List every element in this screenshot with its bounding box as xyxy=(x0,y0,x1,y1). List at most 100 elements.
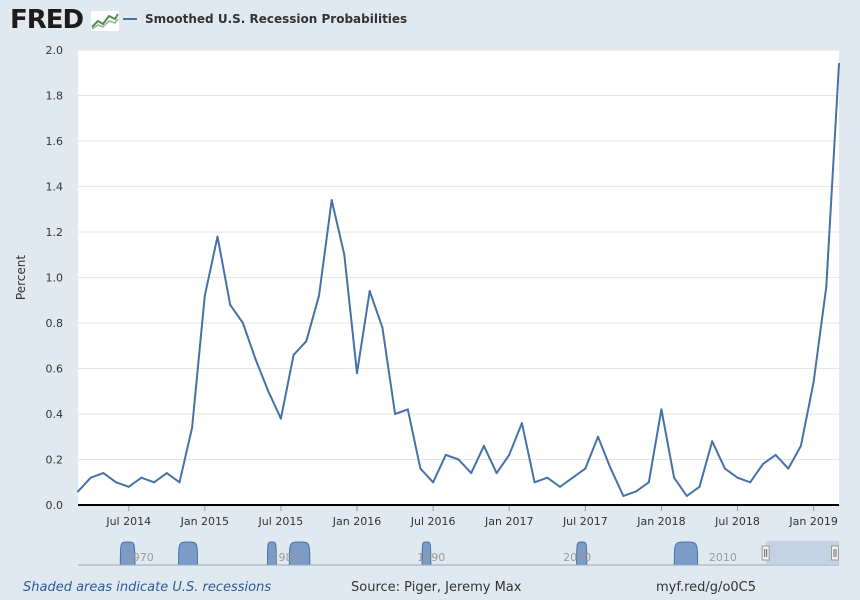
y-tick-label: 1.2 xyxy=(46,226,64,239)
drag-handle-icon[interactable] xyxy=(761,545,770,561)
data-point xyxy=(508,453,511,456)
data-point xyxy=(318,294,320,297)
y-tick-label: 2.0 xyxy=(46,44,64,57)
data-point xyxy=(533,481,536,484)
data-point xyxy=(292,353,295,356)
navigator-recession-area xyxy=(119,541,136,566)
y-tick-label: 1.0 xyxy=(46,272,64,285)
data-point xyxy=(115,481,118,484)
short-link[interactable]: myf.red/g/o0C5 xyxy=(656,580,757,595)
data-point xyxy=(267,390,270,393)
navigator-year-label: 2000 xyxy=(563,551,591,564)
chart-footer: Shaded areas indicate U.S. recessions So… xyxy=(0,580,860,598)
data-point xyxy=(787,467,790,470)
data-point xyxy=(635,490,638,493)
main-chart[interactable]: 0.0 0.2 0.4 0.6 0.8 1.0 1.2 1.4 1.6 1.8 2.0 Jul 20… xyxy=(0,0,860,540)
x-tick-label: Jan 2015 xyxy=(180,515,229,528)
data-point xyxy=(191,426,194,429)
navigator-recession-area xyxy=(266,541,277,566)
logo-text: FRED xyxy=(10,5,84,35)
data-point xyxy=(343,253,346,256)
data-point xyxy=(241,322,244,324)
data-point xyxy=(216,235,219,238)
x-tick-label: Jul 2014 xyxy=(105,515,151,528)
y-tick-label: 1.4 xyxy=(46,181,64,194)
y-tick-label: 0.8 xyxy=(46,317,64,330)
navigator-year-label: 1980 xyxy=(272,551,300,564)
legend-swatch xyxy=(123,18,137,20)
data-point xyxy=(711,440,714,443)
source-text: Source: Piger, Jeremy Max xyxy=(351,580,522,595)
navigator-year-label: 2010 xyxy=(709,551,737,564)
data-point xyxy=(546,476,549,479)
data-point xyxy=(406,408,409,411)
data-point xyxy=(520,422,523,425)
y-tick-label: 1.8 xyxy=(46,90,64,103)
data-point xyxy=(812,381,815,384)
data-point xyxy=(825,285,828,288)
data-point xyxy=(165,472,168,475)
y-axis: 0.0 0.2 0.4 0.6 0.8 1.0 1.2 1.4 1.6 1.8 2.0 xyxy=(46,44,64,512)
y-tick-label: 0.4 xyxy=(46,408,64,421)
data-point xyxy=(685,494,688,497)
navigator-recession-area xyxy=(576,541,588,566)
x-axis: Jul 2014 Jan 2015 Jul 2015 Jan 2016 Jul 2016… xyxy=(105,505,838,528)
y-tick-label: 1.6 xyxy=(46,135,64,148)
navigator-recession-shading xyxy=(119,541,699,566)
navigator-recession-area xyxy=(421,541,432,566)
data-point xyxy=(736,476,739,479)
data-point xyxy=(305,340,308,343)
data-point xyxy=(127,485,130,488)
grid-lines xyxy=(78,49,839,460)
y-axis-title: Percent xyxy=(14,255,28,300)
data-point xyxy=(153,481,156,484)
recession-shading-note: Shaded areas indicate U.S. recessions xyxy=(23,580,272,595)
navigator-recession-area xyxy=(178,541,199,566)
data-point xyxy=(102,472,105,475)
y-tick-label: 0.0 xyxy=(46,499,64,512)
y-tick-label: 0.6 xyxy=(46,363,64,376)
data-point xyxy=(444,453,447,456)
data-point xyxy=(470,472,473,475)
legend-label: Smoothed U.S. Recession Probabilities xyxy=(145,12,408,26)
data-point xyxy=(178,481,181,484)
x-tick-label: Jul 2016 xyxy=(410,515,456,528)
data-point xyxy=(77,490,79,493)
x-tick-label: Jul 2017 xyxy=(562,515,608,528)
data-point xyxy=(559,485,561,488)
fred-trend-graph-icon xyxy=(90,10,120,32)
data-point xyxy=(419,467,422,470)
data-point xyxy=(761,463,764,466)
x-tick-label: Jan 2017 xyxy=(484,515,533,528)
data-point xyxy=(368,290,371,293)
drag-handle-icon[interactable] xyxy=(831,545,839,561)
data-point xyxy=(597,435,599,438)
data-point xyxy=(838,62,840,65)
x-tick-label: Jan 2019 xyxy=(788,515,837,528)
navigator-selected-range[interactable] xyxy=(765,541,839,565)
range-navigator[interactable]: 1970 1980 1990 2000 2010 xyxy=(0,0,860,580)
data-point xyxy=(723,467,726,470)
data-point xyxy=(457,458,460,461)
fred-logo[interactable]: FRED xyxy=(10,6,120,34)
navigator-recession-area xyxy=(673,541,699,566)
data-point xyxy=(571,476,574,479)
data-point xyxy=(279,417,282,420)
data-point xyxy=(203,294,206,297)
data-point xyxy=(495,472,498,475)
data-point xyxy=(799,444,802,447)
x-tick-label: Jul 2018 xyxy=(714,515,760,528)
series-points xyxy=(77,62,840,497)
data-point xyxy=(356,372,358,375)
x-tick-label: Jan 2016 xyxy=(332,515,381,528)
x-tick-label: Jul 2015 xyxy=(258,515,304,528)
data-point xyxy=(482,444,485,447)
x-tick-label: Jan 2018 xyxy=(636,515,685,528)
data-point xyxy=(254,358,257,361)
data-point xyxy=(140,476,143,479)
data-point xyxy=(394,413,397,415)
data-point xyxy=(330,199,333,202)
y-tick-label: 0.2 xyxy=(46,454,64,467)
data-point xyxy=(89,476,92,479)
chart-legend[interactable]: Smoothed U.S. Recession Probabilities xyxy=(123,11,407,27)
